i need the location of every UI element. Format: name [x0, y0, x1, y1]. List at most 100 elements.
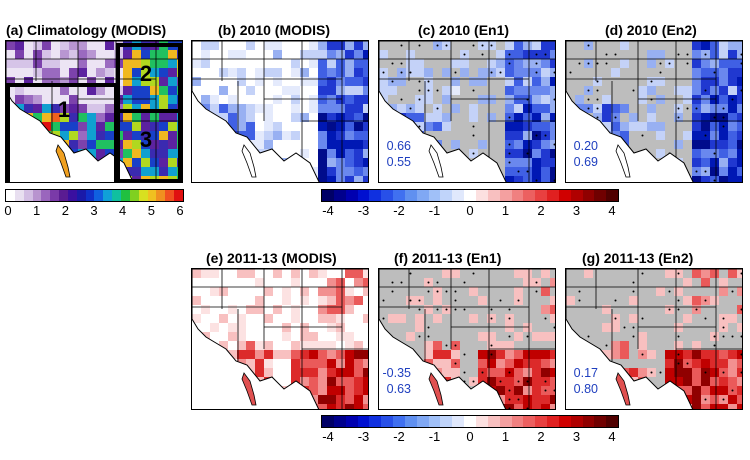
map-cell [309, 269, 318, 278]
map-cell [69, 131, 78, 140]
map-cell [737, 140, 742, 149]
map-cell [273, 77, 282, 86]
map-cell [291, 41, 300, 50]
map-cell [593, 68, 602, 77]
map-cell [345, 377, 354, 386]
map-cell [469, 59, 478, 68]
map-cell [584, 314, 593, 323]
map-cell [363, 359, 368, 368]
map-cell [593, 269, 602, 278]
map-cell [638, 176, 647, 182]
colorbar-swatch [487, 190, 500, 201]
map-cell [87, 113, 96, 122]
anomaly-colorbar-top-ticks: -4 -3 -2 -1 0 1 2 3 4 [322, 203, 615, 219]
map-graphic [192, 269, 368, 409]
map-cell [255, 350, 264, 359]
map-cell [602, 314, 611, 323]
significance-dot [677, 107, 680, 110]
significance-dot [409, 272, 412, 275]
map-cell [656, 395, 665, 404]
map-cell [237, 167, 246, 176]
map-cell [602, 77, 611, 86]
map-cell [638, 68, 647, 77]
map-cell [737, 395, 742, 404]
map-cell [228, 167, 237, 176]
map-cell [141, 77, 150, 86]
map-cell [246, 296, 255, 305]
significance-dot [605, 344, 608, 347]
map-cell [575, 113, 584, 122]
significance-dot [418, 44, 421, 47]
significance-dot [668, 407, 671, 409]
map-cell [96, 176, 105, 182]
map-cell [478, 140, 487, 149]
significance-dot [740, 371, 742, 374]
map-cell [647, 158, 656, 167]
map-cell [318, 77, 327, 86]
map-cell [300, 104, 309, 113]
map-cell [692, 140, 701, 149]
map-cell [291, 86, 300, 95]
map-cell [388, 176, 397, 182]
map-cell [683, 68, 692, 77]
map-cell [674, 404, 683, 409]
significance-dot [436, 107, 439, 110]
significance-dot [409, 398, 412, 401]
map-cell [505, 131, 514, 140]
map-cell [78, 131, 87, 140]
map-cell [96, 122, 105, 131]
map-cell [701, 386, 710, 395]
map-cell [629, 122, 638, 131]
map-cell [123, 140, 132, 149]
map-cell [460, 95, 469, 104]
map-cell [336, 296, 345, 305]
map-cell [701, 305, 710, 314]
map-cell [496, 50, 505, 59]
map-cell [433, 359, 442, 368]
significance-dot [409, 170, 412, 173]
map-cell [388, 86, 397, 95]
map-cell [309, 332, 318, 341]
map-cell [406, 323, 415, 332]
map-cell [550, 59, 555, 68]
map-cell [415, 350, 424, 359]
map-cell [246, 95, 255, 104]
map-cell [415, 167, 424, 176]
map-cell [87, 122, 96, 131]
colorbar-swatch [404, 416, 417, 427]
colorbar-swatch [59, 190, 68, 201]
map-cell [219, 377, 228, 386]
map-cell [237, 278, 246, 287]
map-cell [300, 269, 309, 278]
map-cell [683, 158, 692, 167]
map-cell [566, 314, 575, 323]
map-cell [33, 113, 42, 122]
map-cell [192, 77, 201, 86]
map-cell [496, 131, 505, 140]
map-cell [336, 395, 345, 404]
map-cell [532, 359, 541, 368]
map-cell [469, 359, 478, 368]
map-cell [291, 68, 300, 77]
map-cell [737, 404, 742, 409]
map-cell [150, 59, 159, 68]
map-cell [150, 86, 159, 95]
map-cell [219, 41, 228, 50]
map-cell [219, 167, 228, 176]
map-cell [541, 323, 550, 332]
colorbar-swatch [174, 190, 183, 201]
map-cell [336, 77, 345, 86]
map-cell [192, 287, 201, 296]
map-cell [327, 122, 336, 131]
map-cell [442, 395, 451, 404]
map-cell [710, 404, 719, 409]
map-cell [424, 41, 433, 50]
map-cell [532, 167, 541, 176]
map-cell [264, 86, 273, 95]
colorbar-swatch [23, 190, 33, 201]
map-cell [638, 386, 647, 395]
significance-dot [508, 62, 511, 65]
map-cell [620, 305, 629, 314]
map-cell [737, 296, 742, 305]
significance-dot [713, 344, 716, 347]
